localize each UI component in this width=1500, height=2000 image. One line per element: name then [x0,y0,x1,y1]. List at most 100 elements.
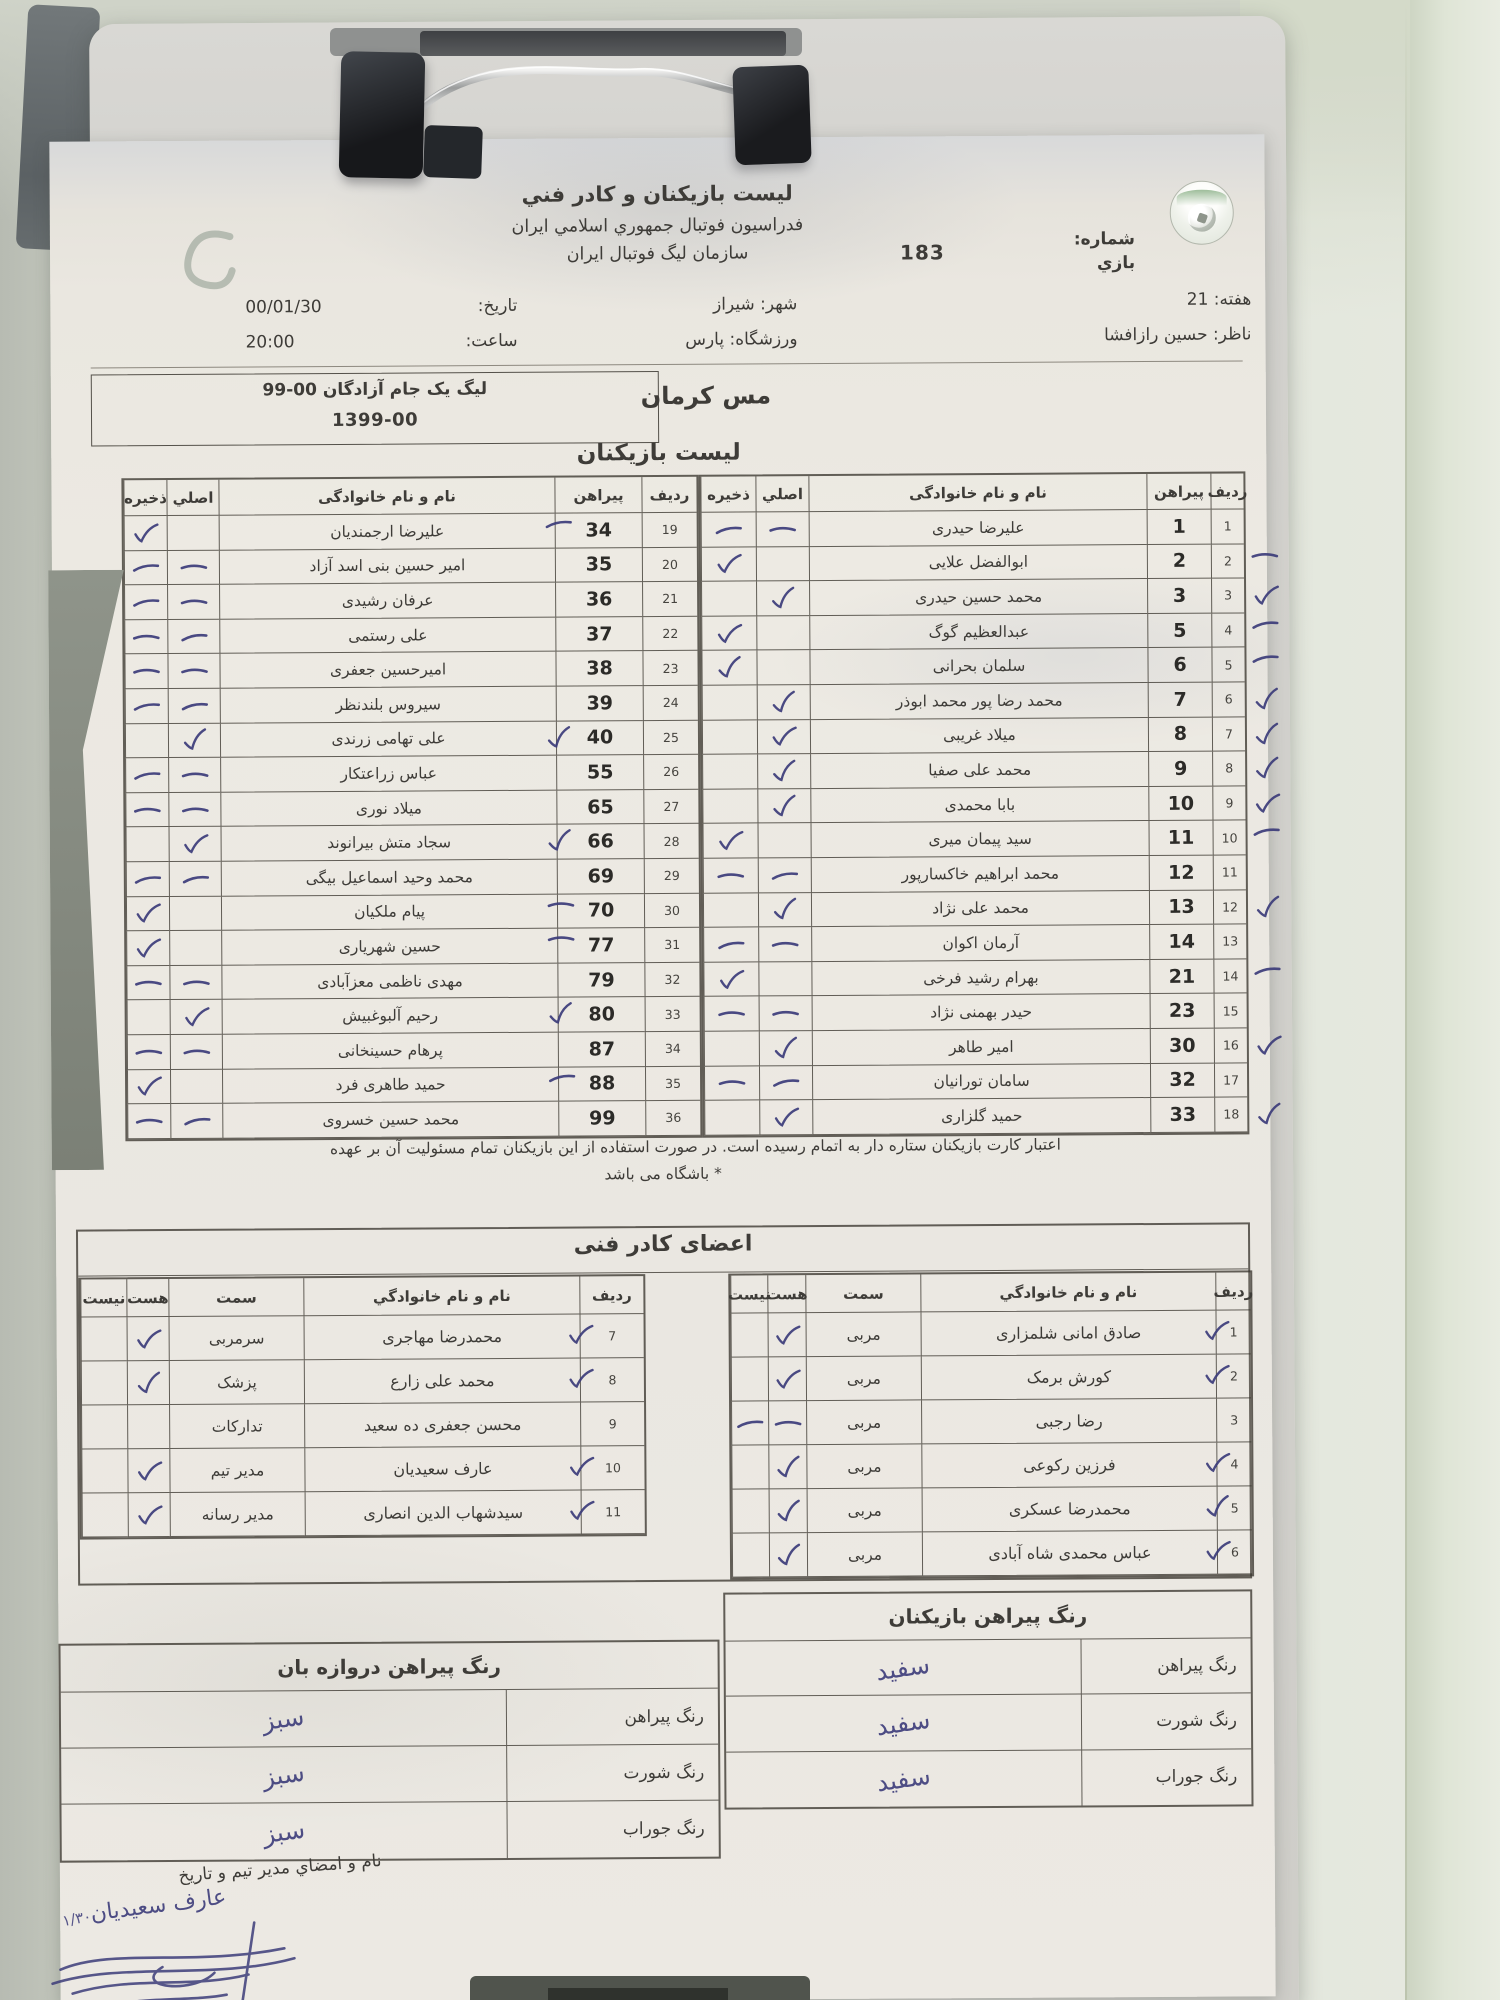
dash-mark [131,698,162,713]
clip-clamp-right [732,65,811,166]
player-row-number: 36 [645,1101,700,1136]
player-row-number: 2 [1211,544,1244,579]
kit-row-label: رنگ شورت [506,1745,718,1801]
checkmark-icon [773,1541,803,1568]
observer-field: ناظر: حسین رازافشا [951,317,1251,354]
cell-absent [81,1449,127,1493]
stadium-field: ورزشگاه: پارس [573,322,797,358]
kit-goalkeeper-rows: رنگ پیراهن سبز رنگ شورت سبز رنگ جوراب سبز [61,1689,719,1861]
player-row-number: 27 [643,790,698,825]
player-shirt-number: 55 [556,755,643,790]
handwritten-color-value: سبز [260,1701,306,1736]
cell-main [759,1031,812,1066]
staff-name: محمد علی زارع [304,1359,580,1405]
cell-main [170,1069,222,1104]
staff-name: محمدرضا عسکری [922,1487,1217,1533]
checkmark-icon [134,1502,163,1528]
cell-reserve [125,724,168,759]
dash-mark [716,1007,747,1021]
player-shirt-number: 37 [555,617,642,652]
checkmark-icon [1253,790,1282,816]
checkmark-icon [769,792,799,819]
background-edge-bottom-dark [548,1988,728,2000]
checkmark-icon [768,585,798,612]
checkmark-icon [717,966,746,992]
cell-main [758,823,811,858]
player-name: محمد ابراهیم خاکسارپور [811,856,1149,893]
col-header-name: نام و نام خانوادگی [218,478,554,516]
staff-role: سرمربی [169,1316,304,1361]
staff-row-number: 2 [1216,1354,1251,1398]
player-name: محمد وحید اسماعیل بیگی [221,860,557,897]
staff-name: صادق امانی شلمزاری [920,1311,1215,1357]
col-header-role: سمت [805,1274,920,1313]
cell-reserve [704,1101,759,1136]
player-shirt-number: 65 [556,790,643,825]
player-name: ابوالفضل علایی [809,545,1147,582]
checkmark-icon [1254,1101,1284,1128]
player-shirt-number: 1 [1147,510,1211,545]
staff-role: مربی [806,1444,921,1489]
staff-row-number: 10 [580,1446,644,1490]
player-shirt-number: 5 [1147,613,1211,648]
player-name: سیروس بلندنظر [220,687,556,724]
dash-mark [181,1113,212,1128]
cell-present [767,1313,805,1357]
dash-mark [179,768,210,782]
checkmark-icon [773,1366,802,1392]
cell-main [758,962,811,997]
player-name: عبدالعظیم گوگ [809,614,1147,651]
staff-name: محمدرضا مهاجری [304,1315,580,1361]
checkmark-icon [566,1366,595,1392]
cell-main [756,581,809,616]
league-name: لیگ یک جام آزادگان 00-99 [92,378,658,401]
staff-row-number: 7 [579,1314,643,1358]
cell-reserve [124,654,167,689]
page-title: لیست بازیکنان و کادر فني [50,178,1265,209]
player-row-number: 33 [645,997,700,1032]
player-row-number: 28 [644,824,699,859]
checkmark-icon [133,1369,163,1396]
league-season: 1399-00 [92,408,658,432]
player-row-number: 31 [644,928,699,963]
federation-logo-icon [1170,180,1234,244]
dash-mark [132,767,163,782]
col-header-present: هست [126,1279,168,1317]
checkmark-icon [133,901,162,927]
player-row-number: 25 [643,720,698,755]
kit-players-rows: رنگ پیراهن سفید رنگ شورت سفید رنگ جوراب سفید [725,1638,1251,1807]
player-name: عباس زراعتکار [220,756,556,793]
staff-name: عباس محمدی شاه آبادی [922,1531,1217,1577]
player-shirt-number: 99 [558,1101,645,1136]
cell-present [769,1489,807,1533]
cell-reserve [126,966,169,1001]
handwritten-color-value: سفید [874,1649,932,1686]
staff-role: مربی [807,1532,922,1577]
player-shirt-number: 32 [1150,1063,1214,1098]
checkmark-icon [567,1454,596,1480]
cell-reserve [701,582,756,617]
player-shirt-number: 69 [557,859,644,894]
player-name: امیر طاهر [812,1029,1150,1066]
checkmark-icon [1203,1450,1232,1476]
staff-section: اعضای کادر فنی ردیف نام و نام خانوادگي سمت… [76,1222,1252,1585]
cell-reserve [127,1104,170,1139]
dash-mark [181,1045,212,1059]
staff-name: کورش برمک [921,1355,1216,1401]
staff-row-number: 3 [1216,1398,1251,1442]
player-name: آرمان اکوان [811,925,1149,962]
dash-mark [735,1415,766,1430]
checkmark-icon [770,896,800,923]
cell-main [756,650,809,685]
cell-main [757,720,810,755]
player-shirt-number: 6 [1147,648,1211,683]
cell-reserve [703,858,758,893]
checkmark-icon [1254,1032,1283,1058]
cell-absent [730,1313,767,1357]
cell-present [127,1405,169,1449]
player-name: بهرام رشید فرخی [811,960,1149,997]
cell-reserve [703,962,758,997]
kit-row: رنگ جوراب سفید [726,1749,1251,1808]
cell-reserve [127,1035,170,1070]
cell-main [757,754,810,789]
